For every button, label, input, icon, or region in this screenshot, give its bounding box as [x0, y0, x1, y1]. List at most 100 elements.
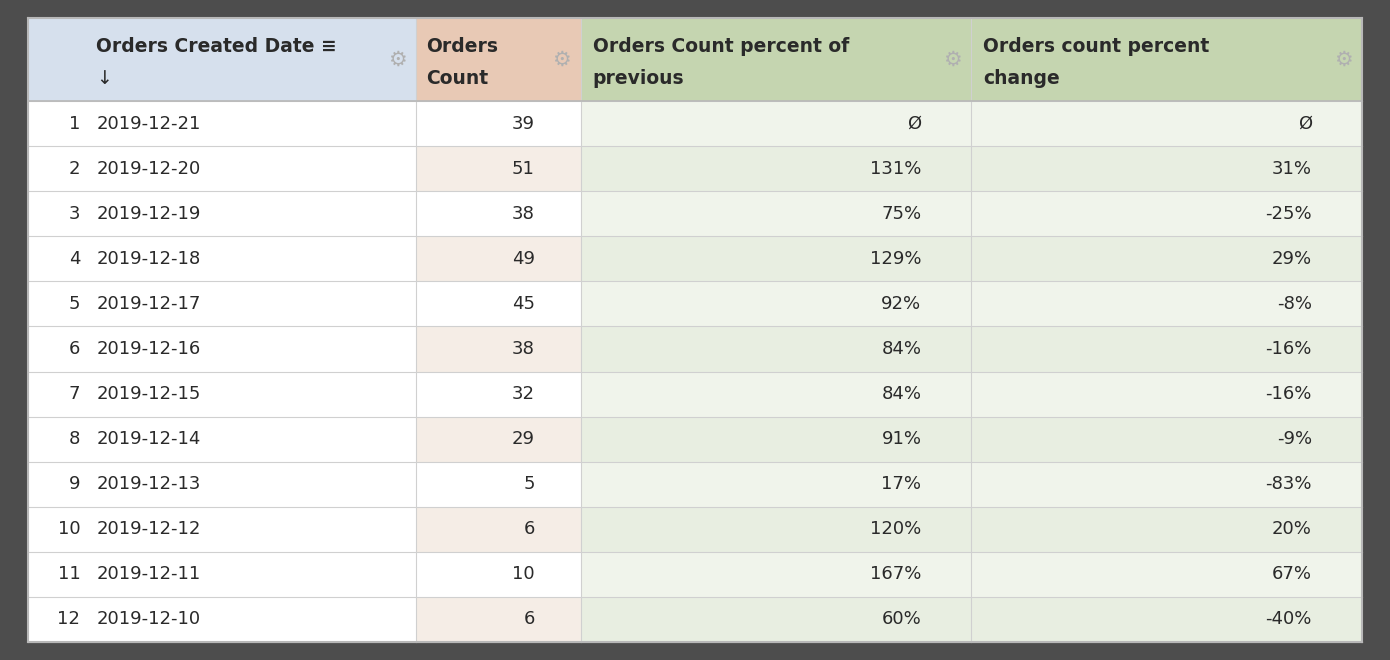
- Bar: [28, 372, 86, 416]
- Bar: [86, 372, 378, 416]
- Bar: [581, 191, 934, 236]
- Text: Ø: Ø: [1298, 115, 1312, 133]
- Text: 2019-12-11: 2019-12-11: [96, 566, 200, 583]
- Bar: [28, 416, 86, 461]
- Bar: [1323, 18, 1362, 101]
- Text: -8%: -8%: [1277, 295, 1312, 313]
- Text: Orders Count percent of: Orders Count percent of: [594, 36, 849, 55]
- Bar: [581, 507, 934, 552]
- Bar: [28, 281, 86, 327]
- Text: 11: 11: [57, 566, 81, 583]
- Bar: [543, 597, 581, 642]
- Bar: [543, 416, 581, 461]
- Bar: [86, 191, 378, 236]
- Bar: [378, 101, 416, 146]
- Bar: [416, 597, 543, 642]
- Bar: [416, 372, 543, 416]
- Text: 5: 5: [70, 295, 81, 313]
- Bar: [1323, 191, 1362, 236]
- Bar: [581, 146, 934, 191]
- Bar: [934, 281, 972, 327]
- Bar: [28, 146, 86, 191]
- Text: ⚙: ⚙: [942, 50, 962, 69]
- Bar: [416, 507, 543, 552]
- Text: previous: previous: [594, 69, 684, 88]
- Bar: [28, 18, 86, 101]
- Bar: [28, 597, 86, 642]
- Bar: [28, 236, 86, 281]
- Bar: [972, 416, 1323, 461]
- Bar: [934, 146, 972, 191]
- Text: 17%: 17%: [881, 475, 922, 493]
- Bar: [378, 552, 416, 597]
- Text: 2019-12-20: 2019-12-20: [96, 160, 200, 178]
- Text: 2019-12-13: 2019-12-13: [96, 475, 200, 493]
- Bar: [581, 281, 934, 327]
- Text: -83%: -83%: [1265, 475, 1312, 493]
- Text: 45: 45: [512, 295, 535, 313]
- Text: 67%: 67%: [1272, 566, 1312, 583]
- Bar: [581, 327, 934, 372]
- Text: 29: 29: [512, 430, 535, 448]
- Bar: [581, 101, 934, 146]
- Text: 38: 38: [512, 205, 535, 222]
- Bar: [543, 461, 581, 507]
- Text: 51: 51: [512, 160, 535, 178]
- Bar: [1323, 101, 1362, 146]
- Bar: [934, 507, 972, 552]
- Bar: [543, 101, 581, 146]
- Text: 2019-12-16: 2019-12-16: [96, 340, 200, 358]
- Bar: [378, 372, 416, 416]
- Bar: [934, 191, 972, 236]
- Text: ⚙: ⚙: [1333, 50, 1352, 69]
- Text: 32: 32: [512, 385, 535, 403]
- Bar: [28, 461, 86, 507]
- Text: 20%: 20%: [1272, 520, 1312, 539]
- Text: 84%: 84%: [881, 385, 922, 403]
- Bar: [416, 461, 543, 507]
- Bar: [378, 191, 416, 236]
- Text: 2019-12-14: 2019-12-14: [96, 430, 200, 448]
- Bar: [86, 327, 378, 372]
- Bar: [581, 372, 934, 416]
- Bar: [972, 507, 1323, 552]
- Text: 131%: 131%: [870, 160, 922, 178]
- Bar: [972, 18, 1323, 101]
- Bar: [581, 461, 934, 507]
- Text: -9%: -9%: [1277, 430, 1312, 448]
- Text: ↓: ↓: [96, 69, 113, 88]
- Bar: [28, 101, 86, 146]
- Text: Orders count percent: Orders count percent: [984, 36, 1209, 55]
- Text: 39: 39: [512, 115, 535, 133]
- Text: 84%: 84%: [881, 340, 922, 358]
- Bar: [934, 101, 972, 146]
- Text: 2019-12-18: 2019-12-18: [96, 249, 200, 268]
- Bar: [972, 461, 1323, 507]
- Text: 29%: 29%: [1272, 249, 1312, 268]
- Text: 38: 38: [512, 340, 535, 358]
- Text: 129%: 129%: [870, 249, 922, 268]
- Bar: [416, 191, 543, 236]
- Bar: [1323, 416, 1362, 461]
- Bar: [86, 552, 378, 597]
- Bar: [416, 236, 543, 281]
- Text: 3: 3: [70, 205, 81, 222]
- Bar: [934, 552, 972, 597]
- Text: Count: Count: [425, 69, 488, 88]
- Text: 6: 6: [524, 520, 535, 539]
- Bar: [581, 552, 934, 597]
- Text: -16%: -16%: [1265, 340, 1312, 358]
- Text: 2019-12-10: 2019-12-10: [96, 610, 200, 628]
- Bar: [543, 552, 581, 597]
- Bar: [416, 416, 543, 461]
- Text: 167%: 167%: [870, 566, 922, 583]
- Bar: [378, 236, 416, 281]
- Bar: [28, 191, 86, 236]
- Text: 8: 8: [70, 430, 81, 448]
- Text: 75%: 75%: [881, 205, 922, 222]
- Bar: [86, 18, 378, 101]
- Bar: [581, 236, 934, 281]
- Text: Orders: Orders: [425, 36, 498, 55]
- Bar: [934, 416, 972, 461]
- Bar: [972, 146, 1323, 191]
